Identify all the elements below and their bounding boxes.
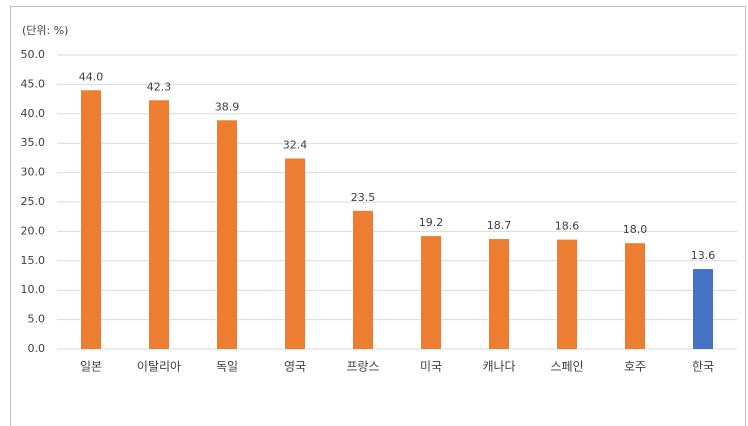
y-tick-label: 35.0: [21, 136, 46, 149]
y-tick-label: 20.0: [21, 224, 46, 237]
bar: [149, 100, 169, 349]
y-tick-label: 25.0: [21, 195, 46, 208]
data-label: 18.6: [555, 220, 580, 233]
x-tick-label: 호주: [624, 360, 646, 374]
chart-frame: [10, 6, 746, 426]
data-label: 18.0: [623, 223, 648, 236]
x-tick-label: 영국: [284, 360, 306, 374]
x-tick-label: 이탈리아: [137, 360, 181, 374]
y-tick-label: 15.0: [21, 254, 46, 267]
x-tick-label: 일본: [80, 360, 102, 374]
bar: [489, 239, 509, 349]
x-tick-label: 미국: [420, 360, 442, 374]
data-label: 13.6: [691, 249, 716, 262]
bar: [81, 90, 101, 349]
data-label: 44.0: [79, 70, 104, 83]
bar: [217, 120, 237, 349]
y-tick-label: 0.0: [28, 342, 46, 355]
data-label: 19.2: [419, 216, 444, 229]
bar: [693, 269, 713, 349]
y-tick-label: 40.0: [21, 107, 46, 120]
x-tick-label: 독일: [216, 360, 238, 374]
y-tick-label: 5.0: [28, 313, 46, 326]
bar: [557, 239, 577, 349]
x-tick-label: 캐나다: [482, 360, 515, 374]
data-label: 32.4: [283, 138, 308, 151]
y-tick-label: 10.0: [21, 283, 46, 296]
y-tick-label: 30.0: [21, 166, 46, 179]
data-label: 38.9: [215, 100, 240, 113]
bar: [285, 158, 305, 349]
data-label: 18.7: [487, 219, 512, 232]
x-tick-label: 프랑스: [346, 360, 379, 374]
bar: [625, 243, 645, 349]
x-tick-label: 한국: [692, 360, 714, 374]
bar: [421, 236, 441, 349]
data-label: 23.5: [351, 191, 376, 204]
y-tick-label: 50.0: [21, 48, 46, 61]
data-label: 42.3: [147, 80, 172, 93]
x-tick-label: 스페인: [550, 360, 583, 374]
unit-label: (단위: %): [22, 24, 68, 37]
y-tick-label: 45.0: [21, 77, 46, 90]
bar: [353, 210, 373, 349]
